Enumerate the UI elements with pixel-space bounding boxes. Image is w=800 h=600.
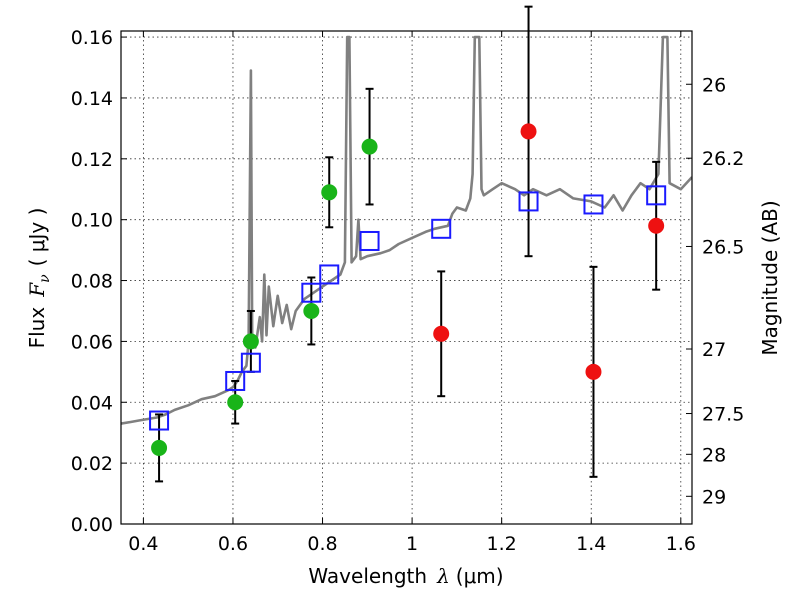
x-tick-label: 1.4 bbox=[576, 533, 606, 555]
detection-point bbox=[321, 184, 338, 201]
detection-point bbox=[227, 394, 244, 411]
model-photometry-square bbox=[518, 191, 539, 212]
magnitude-tick-label: 26.2 bbox=[702, 148, 744, 170]
x-axis-label: Wavelength λ (μm) bbox=[308, 564, 503, 588]
y2-axis-label: Magnitude (AB) bbox=[758, 200, 782, 355]
model-photometry-points bbox=[149, 185, 667, 431]
magnitude-tick-label: 26 bbox=[702, 74, 726, 96]
model-photometry-square bbox=[240, 352, 261, 373]
magnitude-tick-label: 28 bbox=[702, 444, 726, 466]
y-tick-label: 0.14 bbox=[71, 88, 113, 110]
model-photometry-square bbox=[301, 282, 322, 303]
detection-point bbox=[151, 439, 168, 456]
x-tick-label: 0.4 bbox=[128, 533, 158, 555]
y-tick-label: 0.02 bbox=[71, 453, 113, 475]
grid-lines bbox=[121, 31, 692, 525]
model-photometry-square bbox=[149, 410, 170, 431]
x-tick-label: 1 bbox=[406, 533, 418, 555]
y-tick-label: 0.10 bbox=[71, 210, 113, 232]
detection-point bbox=[242, 333, 259, 350]
y-tick-label: 0.12 bbox=[71, 149, 113, 171]
spectrum-line bbox=[121, 35, 692, 425]
x-tick-label: 1.2 bbox=[487, 533, 517, 555]
model-photometry-square bbox=[431, 218, 452, 239]
plot-frame bbox=[120, 30, 693, 525]
spectrum-layer bbox=[121, 35, 692, 425]
x-tick-label: 0.8 bbox=[307, 533, 337, 555]
model-photometry-square bbox=[646, 185, 667, 206]
y-tick-label: 0.16 bbox=[71, 27, 113, 49]
x-tick-label: 0.6 bbox=[218, 533, 248, 555]
x-tick-label: 1.6 bbox=[666, 533, 696, 555]
low-significance-point bbox=[433, 325, 450, 342]
model-photometry-square bbox=[583, 194, 604, 215]
magnitude-tick-label: 26.5 bbox=[702, 236, 744, 258]
magnitude-tick-label: 27 bbox=[702, 339, 726, 361]
model-photometry-square bbox=[319, 264, 340, 285]
y-tick-label: 0.06 bbox=[71, 331, 113, 353]
y-axis-label: FluxFν( μJy ) bbox=[25, 208, 53, 349]
model-photometry-square bbox=[225, 370, 246, 391]
detection-point bbox=[303, 302, 320, 319]
axis-ticks: 0.4 0.6 0.8 1 1.2 1.4 1.6 0.00 0.02 0.04 0.06 0.08 0… bbox=[71, 27, 745, 555]
detection-point bbox=[361, 138, 378, 155]
low-significance-point bbox=[520, 123, 537, 140]
magnitude-tick-label: 29 bbox=[702, 486, 726, 508]
y-tick-label: 0.00 bbox=[71, 514, 113, 536]
low-significance-point bbox=[585, 363, 602, 380]
error-bars bbox=[155, 5, 661, 483]
observed-photometry-points bbox=[151, 123, 665, 456]
y-tick-label: 0.04 bbox=[71, 392, 113, 414]
y-tick-label: 0.08 bbox=[71, 271, 113, 293]
model-photometry-square bbox=[359, 230, 380, 251]
low-significance-point bbox=[648, 217, 665, 234]
magnitude-tick-label: 27.5 bbox=[702, 404, 744, 426]
